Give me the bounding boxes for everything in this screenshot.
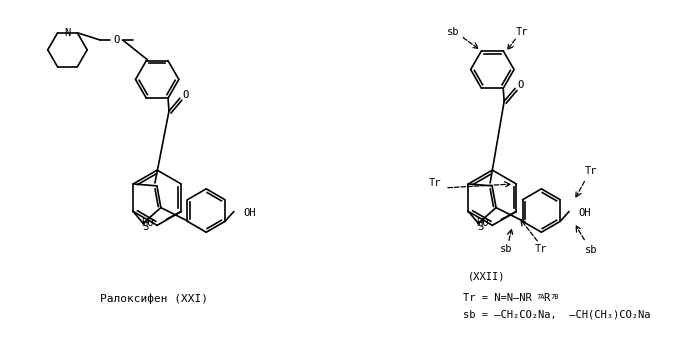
Text: (XXII): (XXII) [468, 272, 505, 282]
Text: R: R [544, 293, 550, 303]
Text: Tr: Tr [584, 166, 597, 176]
Text: Tr: Tr [516, 27, 528, 37]
Text: HO: HO [476, 218, 489, 228]
Text: O: O [183, 90, 189, 100]
Text: sb: sb [447, 27, 459, 37]
Text: OH: OH [244, 207, 256, 217]
Text: 7A: 7A [537, 294, 545, 300]
Text: Tr = N=N–NR: Tr = N=N–NR [463, 293, 531, 303]
Text: 7B: 7B [550, 294, 559, 300]
Text: O: O [113, 35, 120, 45]
Text: S: S [142, 222, 148, 232]
Text: Tr: Tr [429, 178, 442, 188]
Text: Ралоксифен (XXI): Ралоксифен (XXI) [100, 293, 208, 303]
Text: sb: sb [500, 244, 512, 254]
Text: S: S [477, 222, 484, 232]
Text: HO: HO [141, 218, 153, 228]
Text: N: N [64, 28, 71, 38]
Text: OH: OH [579, 207, 592, 217]
Text: sb: sb [584, 245, 597, 255]
Text: Tr: Tr [535, 244, 547, 254]
Text: sb = –CH₂CO₂Na,  –CH(CH₃)CO₂Na: sb = –CH₂CO₂Na, –CH(CH₃)CO₂Na [463, 309, 650, 319]
Text: O: O [518, 80, 524, 90]
